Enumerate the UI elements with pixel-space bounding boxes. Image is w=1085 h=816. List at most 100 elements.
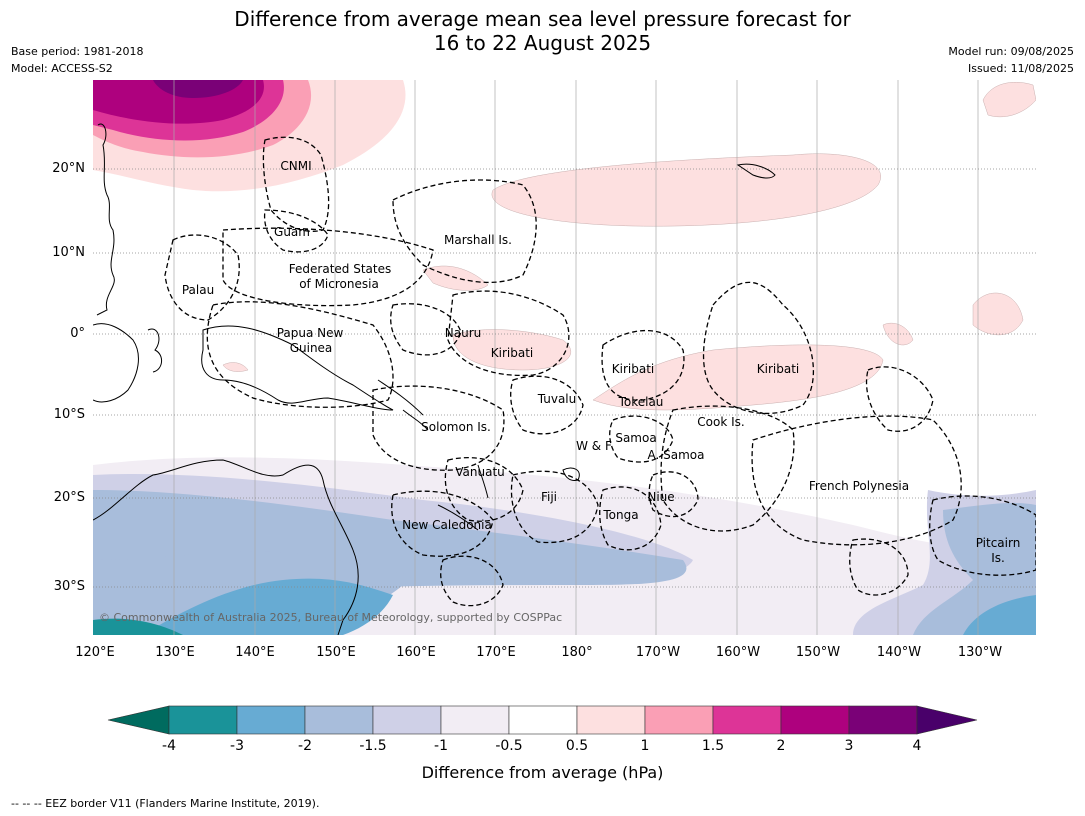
eez-palau [164,234,240,321]
region-label: CNMI [280,159,312,173]
sulawesi-coast [147,328,162,373]
eez-png [206,301,394,408]
lon-label: 170°W [635,645,681,660]
colorbar-segment [236,705,306,735]
region-label: Guam [274,225,310,239]
map-canvas [93,80,1036,635]
anomaly-neg4 [93,618,183,635]
colorbar [107,705,978,735]
region-label: New Caledonia [402,518,492,532]
colorbar-tick-label: -2 [298,738,312,754]
lat-label: 30°S [53,579,85,594]
colorbar-tick-label: -1 [434,738,448,754]
eez-kiribati-east [702,281,815,415]
region-label: Solomon Is. [421,420,491,434]
lon-label: 140°W [876,645,922,660]
eez-tonga [599,486,662,551]
anomaly-pos05-kiribati [452,329,571,371]
lon-label: 150°W [795,645,841,660]
region-label: Vanuatu [455,465,505,479]
eez-borders [164,136,1036,607]
colorbar-over-arrow [916,705,978,735]
anomaly-pos05-png [222,362,249,372]
region-label: of Micronesia [299,277,379,291]
eez-samoa [609,415,674,463]
colorbar-segment [780,705,850,735]
eez-kiribati-central [601,329,685,401]
eez-new-caledonia [391,490,494,557]
eez-niue [648,471,699,518]
eez-fiji [510,470,599,544]
eez-guam [263,209,329,253]
colorbar-segment [440,705,510,735]
title-line-2: 16 to 22 August 2025 [433,31,652,55]
anomaly-pos05-ne [982,82,1036,118]
borneo-coast [93,323,139,403]
region-label: Kiribati [611,362,655,376]
region-label: Guinea [289,341,333,355]
region-label: Fiji [540,490,558,504]
region-label: Cook Is. [697,415,745,429]
lat-label: 10°N [52,245,85,260]
region-label: Tuvalu [537,392,577,406]
colorbar-segment [576,705,646,735]
map-title: Difference from average mean sea level p… [0,7,1085,55]
coastlines [93,123,776,635]
region-label: Palau [181,283,215,297]
eez-pitcairn [929,495,1036,576]
lon-label: 160°E [396,645,436,660]
lon-label: 120°E [75,645,115,660]
colorbar-title: Difference from average (hPa) [421,763,664,782]
lat-label: 20°S [53,490,85,505]
colorbar-tick-label: 2 [776,738,786,754]
region-label: W & F [576,439,612,453]
australia-coast [93,459,359,635]
anomaly-pos05-east [592,344,884,411]
colorbar-tick-label: 1 [640,738,650,754]
eez-marshall [392,179,537,284]
anomaly-neg3 [143,578,393,635]
colorbar-tick-label: -1.5 [359,738,387,754]
colorbar-segment [848,705,918,735]
anomaly-neg15-east [913,502,1036,635]
colorbar-segment [168,705,238,735]
lon-label: 130°W [957,645,1003,660]
eez-cook [660,405,795,532]
eez-tuvalu [510,375,584,435]
eez-fsm [222,227,434,307]
region-label: Kiribati [490,346,534,360]
region-label: Pitcairn [975,536,1021,550]
colorbar-segment [508,705,578,735]
meta-left: Base period: 1981-2018 Model: ACCESS-S2 [11,43,143,77]
lat-label: 20°N [52,161,85,176]
region-label: Kiribati [756,362,800,376]
lon-label: 180° [561,645,593,660]
anomaly-neg3-east [963,595,1036,635]
eez-vanuatu [444,456,524,522]
lat-grid-lines [93,168,1036,588]
philippines-coast [96,123,115,316]
eez-south-circle [849,538,909,596]
region-label: Federated States [288,262,392,276]
colorbar-tick-label: 1.5 [701,738,725,754]
copyright-notice: © Commonwealth of Australia 2025, Bureau… [99,611,563,624]
colorbar-segment [304,705,374,735]
colorbar-under-arrow [107,705,170,735]
region-label: Marshall Is. [444,233,512,247]
colorbar-tick-label: -3 [230,738,244,754]
issued-date: Issued: 11/08/2025 [967,62,1074,75]
region-label: Niue [647,490,675,504]
lat-label: 0° [70,326,85,341]
region-label: A. Samoa [647,448,705,462]
eez-kermadec [440,555,504,607]
new-caledonia-coast [437,504,479,531]
meta-right: Model run: 09/08/2025 Issued: 11/08/2025 [948,43,1074,77]
eez-footnote: -- -- -- EEZ border V11 (Flanders Marine… [11,797,320,810]
colorbar-tick-label: -4 [162,738,176,754]
anomaly-pos05-north [491,153,881,227]
region-label: Samoa [615,431,657,445]
eez-solomon [372,385,505,471]
region-label: French Polynesia [808,479,910,493]
model-name: Model: ACCESS-S2 [11,62,113,75]
eez-kiribati-west [447,290,570,377]
